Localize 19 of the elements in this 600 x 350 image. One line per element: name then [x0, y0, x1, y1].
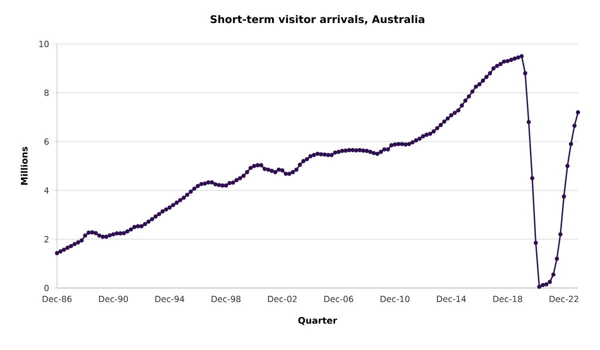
x-tick-label: Dec-02 — [268, 296, 297, 302]
y-axis-title: Millions — [20, 146, 28, 185]
y-tick-label: 6 — [44, 138, 49, 145]
x-tick-label: Dec-10 — [380, 296, 410, 302]
x-tick-label: Dec-94 — [155, 296, 184, 302]
x-tick-label: Dec-98 — [212, 296, 241, 302]
y-tick-label: 2 — [44, 236, 48, 242]
y-tick-label: 0 — [44, 284, 49, 292]
chart-title: Short-term visitor arrivals, Australia — [210, 15, 424, 24]
x-tick-label: Dec-18 — [493, 296, 522, 302]
x-axis-title: Quarter — [298, 317, 338, 325]
y-tick-label: 10 — [39, 40, 49, 48]
x-tick-label: Dec-86 — [42, 296, 72, 302]
x-tick-label: Dec-90 — [99, 296, 128, 302]
x-tick-label: Dec-06 — [324, 296, 354, 302]
x-tick-label: Dec-14 — [437, 296, 466, 302]
y-tick-label: 8 — [44, 90, 49, 96]
y-tick-label: 4 — [44, 187, 49, 194]
x-tick-label: Dec-22 — [550, 296, 578, 302]
